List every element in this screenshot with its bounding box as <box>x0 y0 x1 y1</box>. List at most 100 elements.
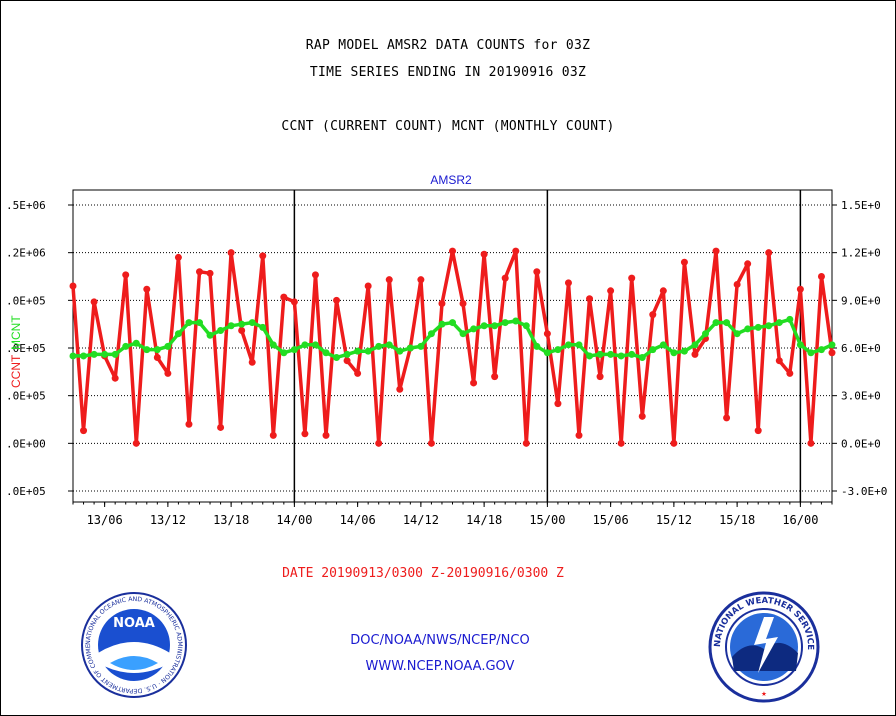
data-point-mcnt <box>196 319 203 327</box>
data-point-mcnt <box>406 344 414 352</box>
data-point-ccnt <box>269 431 277 439</box>
footer-org: DOC/NOAA/NWS/NCEP/NCO <box>350 633 530 648</box>
x-tick-label: 15/00 <box>529 513 565 527</box>
data-point-mcnt <box>723 319 731 327</box>
data-point-mcnt <box>396 347 404 355</box>
data-point-mcnt <box>343 350 351 358</box>
data-point-ccnt <box>522 439 530 447</box>
data-point-ccnt <box>417 276 425 284</box>
data-point-ccnt <box>554 400 562 408</box>
data-point-ccnt <box>280 293 288 301</box>
y-tick-label-right: -3.0E+0 <box>841 485 887 498</box>
grid-lines <box>73 190 832 502</box>
x-tick-label: 14/12 <box>403 513 439 527</box>
data-point-ccnt <box>638 412 646 420</box>
data-point-mcnt <box>90 350 98 358</box>
data-point-ccnt <box>164 369 172 377</box>
data-point-mcnt <box>554 346 562 354</box>
data-point-mcnt <box>733 330 741 338</box>
data-point-ccnt <box>765 249 773 257</box>
data-point-mcnt <box>712 319 720 327</box>
data-series <box>69 247 836 447</box>
data-point-mcnt <box>691 341 699 349</box>
data-point-mcnt <box>248 319 256 327</box>
data-point-ccnt <box>786 369 794 377</box>
data-point-mcnt <box>533 342 541 350</box>
data-point-ccnt <box>754 427 762 435</box>
footer-url[interactable]: WWW.NCEP.NOAA.GOV <box>365 659 515 674</box>
data-point-ccnt <box>301 430 309 438</box>
data-point-ccnt <box>322 431 330 439</box>
y-tick-label-left: .0E+05 <box>6 342 46 355</box>
data-point-ccnt <box>586 295 594 303</box>
data-point-mcnt <box>596 350 604 358</box>
data-point-mcnt <box>670 349 678 357</box>
x-tick-label: 13/12 <box>150 513 186 527</box>
data-point-mcnt <box>322 349 330 357</box>
y-axis-label-ccnt: CCNT <box>9 354 23 388</box>
data-point-ccnt <box>333 296 341 304</box>
data-point-mcnt <box>143 346 151 354</box>
y-tick-label-right: 9.0E+0 <box>841 294 881 307</box>
data-point-mcnt <box>491 322 499 330</box>
data-point-ccnt <box>617 439 625 447</box>
data-point-ccnt <box>375 439 383 447</box>
data-point-ccnt <box>564 279 572 287</box>
data-point-ccnt <box>227 249 235 257</box>
data-point-mcnt <box>459 330 467 338</box>
data-point-mcnt <box>280 349 288 357</box>
y-tick-label-right: 3.0E+0 <box>841 390 881 403</box>
data-point-mcnt <box>101 350 109 358</box>
y-tick-label-left: .5E+06 <box>6 199 46 212</box>
data-point-ccnt <box>248 358 256 366</box>
data-point-mcnt <box>649 346 657 354</box>
data-point-mcnt <box>501 319 509 327</box>
data-point-ccnt <box>90 298 98 306</box>
data-point-mcnt <box>828 341 836 349</box>
data-point-mcnt <box>617 352 625 360</box>
data-point-ccnt <box>354 369 362 377</box>
data-point-ccnt <box>533 268 541 276</box>
data-point-mcnt <box>364 347 372 355</box>
star-icon: ★ <box>761 689 767 699</box>
data-point-mcnt <box>638 354 646 362</box>
data-point-ccnt <box>364 282 372 290</box>
data-point-mcnt <box>586 352 594 360</box>
data-point-mcnt <box>301 341 309 349</box>
y-tick-label-left: .0E+05 <box>6 294 46 307</box>
y-tick-label-right: 0.0E+0 <box>841 437 881 450</box>
data-point-ccnt <box>111 374 119 382</box>
noaa-logo-text: NOAA <box>113 616 155 631</box>
y-tick-label-right: 1.2E+0 <box>841 247 881 260</box>
data-point-ccnt <box>628 274 636 282</box>
data-point-ccnt <box>691 350 699 358</box>
data-point-mcnt <box>470 325 478 333</box>
data-point-ccnt <box>501 274 509 282</box>
x-tick-label: 15/12 <box>656 513 692 527</box>
data-point-mcnt <box>754 323 762 331</box>
data-point-ccnt <box>680 258 688 266</box>
data-point-ccnt <box>828 349 836 357</box>
data-point-ccnt <box>427 439 435 447</box>
data-point-mcnt <box>817 346 825 354</box>
y-tick-label-left: .0E+00 <box>6 437 46 450</box>
data-point-mcnt <box>449 319 456 327</box>
data-point-ccnt <box>480 250 488 258</box>
data-point-mcnt <box>417 342 425 350</box>
data-point-mcnt <box>796 341 804 349</box>
x-tick-label: 13/06 <box>87 513 123 527</box>
data-point-mcnt <box>375 342 383 350</box>
data-point-ccnt <box>807 439 815 447</box>
data-point-ccnt <box>491 373 499 381</box>
data-point-ccnt <box>311 271 319 279</box>
data-point-mcnt <box>607 350 615 358</box>
data-point-mcnt <box>311 341 319 349</box>
date-range-label: DATE 20190913/0300 Z-20190916/0300 Z <box>282 566 564 581</box>
data-point-ccnt <box>607 287 615 295</box>
data-point-mcnt <box>206 331 214 339</box>
data-point-mcnt <box>238 320 246 328</box>
data-point-mcnt <box>111 350 119 358</box>
data-point-mcnt <box>786 315 794 323</box>
noaa-logo: NATIONAL OCEANIC AND ATMOSPHERIC ADMINIS… <box>80 591 187 698</box>
chart-title-line2: TIME SERIES ENDING IN 20190916 03Z <box>309 65 587 80</box>
